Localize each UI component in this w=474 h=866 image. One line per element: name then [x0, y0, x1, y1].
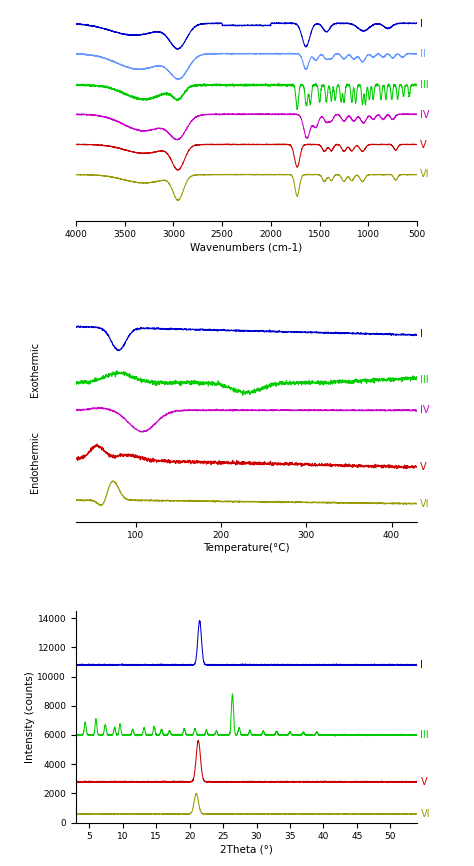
- Text: VI: VI: [419, 499, 429, 508]
- Text: III: III: [420, 80, 428, 90]
- Text: III: III: [419, 375, 428, 385]
- X-axis label: Wavenumbers (cm-1): Wavenumbers (cm-1): [191, 242, 302, 252]
- Y-axis label: Intensity (counts): Intensity (counts): [25, 671, 35, 763]
- Text: VI: VI: [420, 170, 429, 179]
- Text: VI: VI: [420, 809, 430, 819]
- Text: V: V: [420, 139, 427, 150]
- Text: IV: IV: [420, 110, 429, 120]
- Text: III: III: [420, 730, 429, 740]
- Text: IV: IV: [419, 405, 429, 415]
- Text: Endothermic: Endothermic: [30, 431, 40, 494]
- X-axis label: 2Theta (°): 2Theta (°): [220, 844, 273, 854]
- Text: I: I: [420, 19, 423, 29]
- Text: I: I: [419, 329, 422, 339]
- Text: Exothermic: Exothermic: [30, 341, 40, 397]
- X-axis label: Temperature(°C): Temperature(°C): [203, 543, 290, 553]
- Text: II: II: [420, 49, 426, 59]
- Text: I: I: [420, 660, 423, 669]
- Text: V: V: [420, 777, 427, 787]
- Text: V: V: [419, 462, 426, 472]
